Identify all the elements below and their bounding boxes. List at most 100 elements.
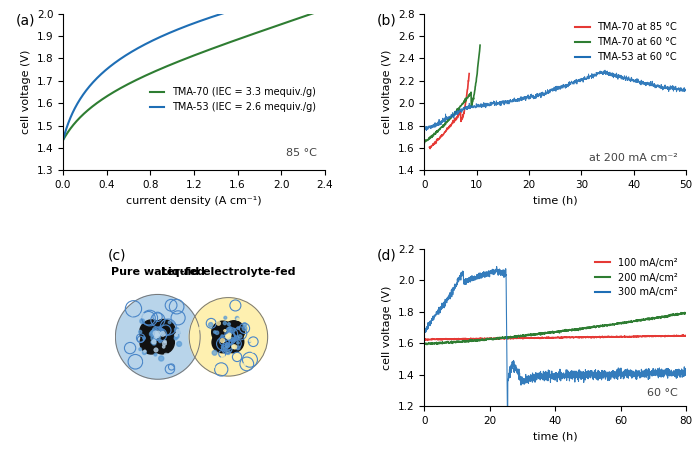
Circle shape: [236, 346, 240, 350]
Y-axis label: cell voltage (V): cell voltage (V): [382, 285, 392, 370]
Circle shape: [216, 321, 221, 326]
Circle shape: [153, 332, 159, 337]
Circle shape: [151, 341, 153, 344]
Circle shape: [140, 313, 145, 318]
Circle shape: [153, 331, 158, 336]
Circle shape: [221, 335, 223, 337]
Text: (c): (c): [108, 249, 126, 263]
Text: Pure water-fed: Pure water-fed: [111, 267, 204, 277]
Circle shape: [139, 330, 141, 333]
Circle shape: [160, 331, 165, 336]
Circle shape: [143, 337, 146, 339]
Circle shape: [150, 332, 154, 336]
Circle shape: [243, 323, 246, 327]
Ellipse shape: [230, 331, 237, 343]
Circle shape: [223, 321, 244, 342]
Circle shape: [174, 333, 178, 336]
Circle shape: [238, 335, 242, 338]
Text: (a): (a): [16, 14, 36, 28]
Circle shape: [153, 338, 156, 341]
Circle shape: [244, 309, 247, 312]
Ellipse shape: [151, 339, 164, 346]
Text: (d): (d): [377, 249, 397, 263]
Circle shape: [228, 331, 232, 335]
Circle shape: [177, 331, 180, 334]
Circle shape: [153, 319, 175, 342]
Circle shape: [153, 334, 157, 338]
Circle shape: [151, 336, 156, 341]
Circle shape: [159, 340, 162, 343]
Circle shape: [228, 333, 231, 336]
Circle shape: [159, 328, 162, 332]
Circle shape: [156, 334, 160, 337]
Circle shape: [224, 316, 227, 319]
Circle shape: [155, 331, 160, 336]
Text: 85 °C: 85 °C: [286, 148, 317, 158]
Circle shape: [212, 350, 217, 355]
Circle shape: [164, 353, 168, 357]
Circle shape: [212, 305, 217, 310]
Legend: TMA-70 (IEC = 3.3 mequiv./g), TMA-53 (IEC = 2.6 mequiv./g): TMA-70 (IEC = 3.3 mequiv./g), TMA-53 (IE…: [146, 83, 320, 116]
Circle shape: [150, 330, 155, 335]
Circle shape: [221, 346, 224, 348]
Circle shape: [154, 353, 157, 356]
Circle shape: [227, 327, 231, 332]
Circle shape: [225, 343, 229, 347]
Circle shape: [226, 350, 230, 354]
X-axis label: time (h): time (h): [533, 196, 578, 206]
Circle shape: [144, 359, 146, 363]
Circle shape: [237, 318, 239, 321]
Circle shape: [209, 322, 213, 327]
Circle shape: [140, 319, 144, 323]
Circle shape: [152, 340, 156, 344]
Circle shape: [223, 348, 227, 351]
Text: 60 °C: 60 °C: [648, 388, 678, 398]
Circle shape: [222, 331, 244, 353]
Circle shape: [153, 327, 158, 332]
Text: (b): (b): [377, 14, 397, 28]
X-axis label: time (h): time (h): [533, 431, 578, 441]
Circle shape: [248, 341, 251, 343]
Ellipse shape: [224, 332, 233, 341]
Circle shape: [242, 364, 246, 367]
Circle shape: [174, 334, 179, 338]
Circle shape: [142, 350, 146, 354]
Circle shape: [140, 331, 162, 354]
Circle shape: [211, 321, 234, 344]
Circle shape: [164, 340, 167, 343]
Circle shape: [199, 327, 202, 330]
Circle shape: [226, 333, 231, 338]
Ellipse shape: [222, 328, 234, 336]
Circle shape: [154, 348, 158, 352]
Circle shape: [162, 341, 167, 345]
Circle shape: [253, 318, 258, 322]
Circle shape: [144, 350, 146, 353]
Circle shape: [214, 331, 216, 333]
Circle shape: [220, 338, 225, 343]
Circle shape: [174, 337, 177, 340]
Circle shape: [152, 341, 156, 345]
Circle shape: [168, 321, 171, 324]
Circle shape: [159, 356, 164, 361]
Circle shape: [140, 320, 164, 344]
X-axis label: current density (A cm⁻¹): current density (A cm⁻¹): [126, 196, 262, 206]
Circle shape: [226, 335, 230, 339]
Y-axis label: cell voltage (V): cell voltage (V): [21, 50, 31, 134]
Ellipse shape: [153, 332, 163, 342]
Circle shape: [223, 322, 226, 325]
Circle shape: [212, 332, 233, 353]
Circle shape: [234, 336, 239, 341]
Circle shape: [232, 345, 237, 349]
Circle shape: [152, 330, 155, 334]
Circle shape: [237, 327, 239, 329]
Ellipse shape: [219, 331, 227, 344]
Circle shape: [176, 329, 181, 334]
Legend: TMA-70 at 85 °C, TMA-70 at 60 °C, TMA-53 at 60 °C: TMA-70 at 85 °C, TMA-70 at 60 °C, TMA-53…: [571, 18, 681, 66]
Text: Liquid electrolyte-fed: Liquid electrolyte-fed: [161, 267, 295, 277]
Circle shape: [225, 343, 230, 348]
Circle shape: [155, 335, 160, 340]
Circle shape: [206, 313, 209, 315]
Legend: 100 mA/cm², 200 mA/cm², 300 mA/cm²: 100 mA/cm², 200 mA/cm², 300 mA/cm²: [592, 254, 681, 301]
Ellipse shape: [148, 331, 156, 344]
Circle shape: [189, 298, 267, 376]
